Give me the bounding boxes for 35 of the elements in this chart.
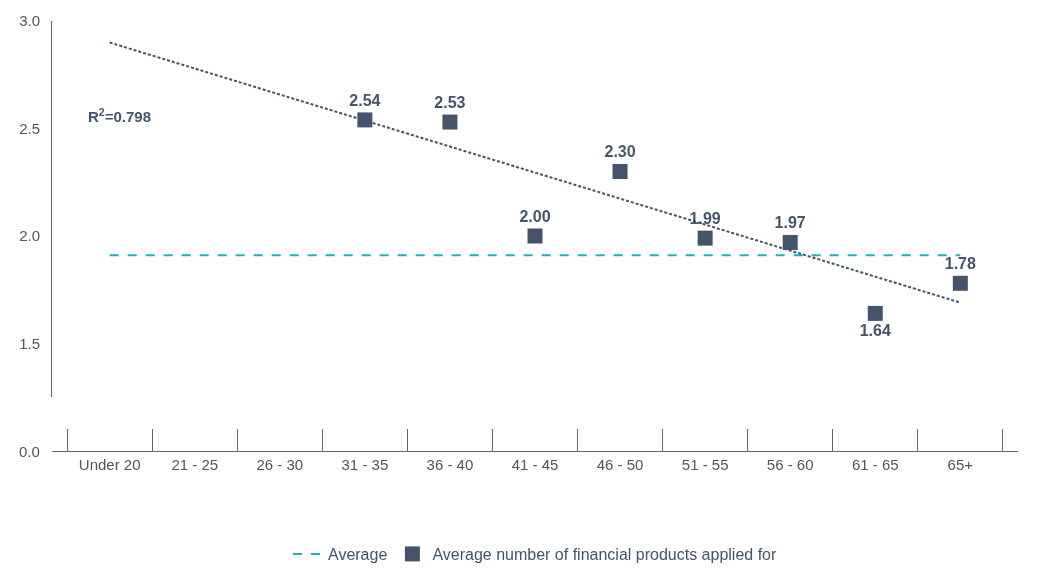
x-tick-label: 61 - 65 [851, 456, 899, 473]
point [782, 234, 798, 250]
data-label: 1.78 [944, 254, 976, 272]
point [867, 305, 883, 321]
y-tick-label: 3.0 [19, 12, 40, 30]
y-tick-label: 1.5 [19, 334, 40, 352]
x-tick-label: 46 - 50 [596, 456, 644, 473]
data-label: 2.53 [434, 93, 466, 111]
point [697, 230, 713, 246]
x-tick-label: 31 - 35 [341, 456, 389, 473]
x-tick-label: 51 - 55 [681, 456, 729, 473]
x-tick-label: 21 - 25 [171, 456, 219, 473]
data-label: 1.97 [774, 214, 806, 232]
text: 0.0 [19, 443, 40, 460]
x-tick-label: 26 - 30 [256, 456, 304, 473]
data-label: 1.99 [689, 209, 721, 227]
legend-label: Average [328, 546, 388, 564]
x-tick-label: 65+ [947, 456, 974, 473]
x-tick-label: 41 - 45 [511, 456, 559, 473]
legend-label: Average number of financial products applied for [432, 546, 777, 564]
y-tick-label: 2.5 [19, 119, 40, 137]
annotation: R$^{2}$=0.798 [88, 106, 151, 126]
x-tick-label: 36 - 40 [426, 456, 474, 473]
point [442, 114, 458, 130]
point [952, 275, 968, 291]
data-label: 2.54 [349, 91, 381, 109]
data-label: 2.30 [604, 143, 636, 161]
data-label: 2.00 [519, 207, 551, 225]
y-tick-label: 2.0 [19, 227, 40, 245]
point [357, 112, 373, 128]
point [527, 228, 543, 244]
x-tick-label: Under 20 [78, 456, 141, 473]
x-tick-label: 56 - 60 [766, 456, 814, 473]
point [612, 164, 628, 179]
data-label: 1.64 [859, 321, 891, 339]
